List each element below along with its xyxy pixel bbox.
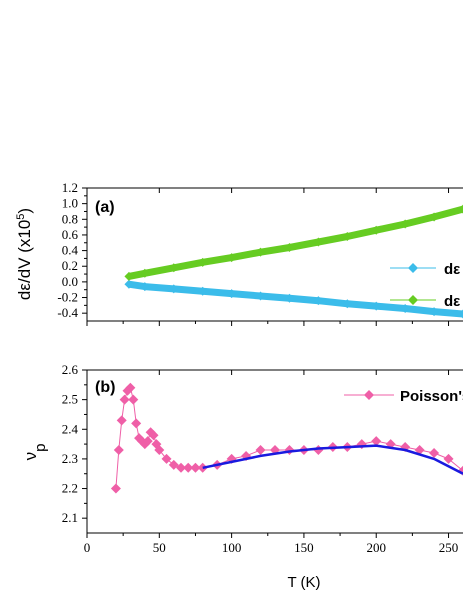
y-tick-label: 0.0 — [62, 274, 78, 289]
data-point — [284, 293, 294, 303]
data-point — [429, 212, 439, 222]
y-tick-label: 0.6 — [62, 227, 79, 242]
x-tick-label: 250 — [439, 540, 459, 555]
data-point — [110, 483, 121, 494]
data-point — [161, 453, 172, 464]
panel-a-y-label-sup: 5 — [15, 214, 27, 220]
legend-a-2-marker — [408, 295, 418, 305]
data-point — [197, 462, 208, 473]
x-tick-label: 100 — [222, 540, 242, 555]
panel-b-y-axis-label: νp — [21, 444, 49, 461]
x-tick-label: 150 — [294, 540, 314, 555]
panel-b: 2.1 2.2 2.3 2.4 2.5 2.6 0 50 100 150 200 250 (b) ν… — [21, 362, 463, 591]
panel-a-x-ticks — [86, 188, 450, 326]
legend-a-2-label: dε — [444, 293, 460, 310]
data-point — [371, 301, 381, 311]
y-tick-label: 2.6 — [62, 362, 79, 377]
data-point — [148, 430, 159, 441]
data-point — [342, 232, 352, 242]
x-tick-label: 50 — [153, 540, 166, 555]
panel-a-legend: dε dε — [390, 261, 460, 310]
panel-b-y-label-sub: p — [32, 444, 49, 452]
y-tick-label: 1.2 — [62, 180, 78, 195]
y-tick-label: 2.5 — [62, 392, 78, 407]
y-tick-label: 0.2 — [62, 258, 78, 273]
data-point — [256, 291, 266, 301]
data-point — [227, 253, 237, 263]
panel-a-series — [124, 204, 463, 319]
panel-a-y-axis-label: dε/dV (x105) — [15, 208, 34, 300]
panel-b-label: (b) — [95, 379, 115, 396]
data-point — [429, 447, 440, 458]
panel-b-series — [110, 382, 463, 494]
data-point — [227, 289, 237, 299]
series-line — [202, 444, 463, 475]
data-point — [198, 286, 208, 296]
data-point — [198, 257, 208, 267]
data-point — [116, 415, 127, 426]
data-point — [124, 279, 134, 289]
data-point — [342, 299, 352, 309]
data-point — [313, 296, 323, 306]
y-tick-label: 0.4 — [62, 243, 79, 258]
panel-a-y-label-end: ) — [15, 208, 34, 214]
data-point — [458, 204, 463, 214]
data-point — [131, 418, 142, 429]
y-tick-label: 2.2 — [62, 481, 78, 496]
data-point — [284, 242, 294, 252]
data-point — [125, 382, 136, 393]
data-point — [190, 462, 201, 473]
panel-a: -0.4-0.20.00.20.40.60.81.01.2 (a) dε/dV … — [15, 180, 463, 326]
y-tick-label: 2.4 — [62, 421, 79, 436]
data-point — [142, 436, 153, 447]
y-tick-label: 2.3 — [62, 451, 78, 466]
legend-a-1-label: dε — [444, 261, 460, 278]
data-point — [168, 459, 179, 470]
data-point — [371, 436, 382, 447]
y-tick-label: 0.8 — [62, 211, 78, 226]
panel-a-y-label-main: dε/dV (x10 — [15, 220, 34, 300]
data-point — [113, 445, 124, 456]
data-point — [400, 303, 410, 313]
data-point — [169, 284, 179, 294]
data-point — [371, 225, 381, 235]
legend-a-1-marker — [408, 263, 418, 273]
panel-a-y-ticks: -0.4-0.20.00.20.40.60.81.01.2 — [57, 180, 87, 320]
data-point — [458, 309, 463, 319]
data-point — [140, 268, 150, 278]
data-point — [256, 247, 266, 257]
data-point — [255, 445, 266, 456]
data-point — [183, 462, 194, 473]
y-tick-label: 2.1 — [62, 510, 78, 525]
data-point — [124, 271, 134, 281]
x-tick-label: 200 — [366, 540, 386, 555]
y-tick-label: -0.2 — [57, 290, 78, 305]
data-point — [313, 237, 323, 247]
data-point — [429, 307, 439, 317]
legend-b-1-marker — [364, 390, 374, 400]
data-point — [119, 394, 130, 405]
y-tick-label: -0.4 — [57, 305, 78, 320]
panel-a-label: (a) — [95, 199, 115, 216]
data-point — [400, 219, 410, 229]
data-point — [176, 462, 186, 473]
data-point — [443, 453, 454, 464]
x-axis-label: T (K) — [287, 574, 320, 591]
panel-b-y-ticks: 2.1 2.2 2.3 2.4 2.5 2.6 — [62, 362, 87, 525]
legend-b-1-label: Poisson's — [400, 388, 463, 405]
panel-b-y-label-main: ν — [21, 452, 40, 461]
y-tick-label: 1.0 — [62, 196, 78, 211]
data-point — [154, 445, 165, 456]
panel-b-x-ticks: 0 50 100 150 200 250 — [84, 370, 459, 555]
x-tick-label: 0 — [84, 540, 91, 555]
data-point — [169, 263, 179, 273]
panel-b-legend: Poisson's — [344, 388, 463, 405]
data-point — [140, 282, 150, 292]
data-point — [128, 394, 139, 405]
